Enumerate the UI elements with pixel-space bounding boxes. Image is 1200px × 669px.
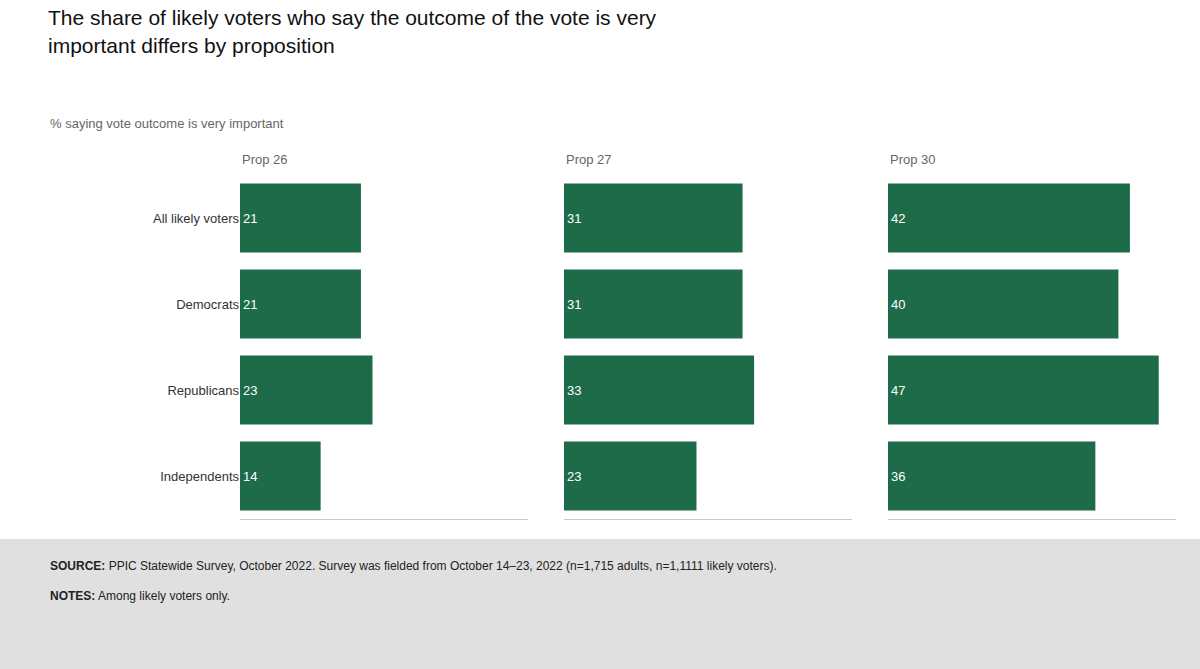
- svg-text:The share of likely voters who: The share of likely voters who say the o…: [48, 6, 657, 56]
- svg-text:Prop 27: Prop 27: [566, 152, 612, 167]
- svg-text:Democrats: Democrats: [176, 297, 239, 312]
- svg-text:21: 21: [243, 297, 257, 312]
- svg-text:36: 36: [891, 469, 905, 484]
- svg-text:SOURCE: PPIC Statewide Survey,: SOURCE: PPIC Statewide Survey, October 2…: [50, 559, 777, 573]
- svg-text:Republicans: Republicans: [167, 383, 239, 398]
- svg-text:31: 31: [567, 297, 581, 312]
- svg-text:47: 47: [891, 383, 905, 398]
- svg-text:% saying vote outcome is very: % saying vote outcome is very important: [50, 116, 284, 131]
- svg-text:40: 40: [891, 297, 905, 312]
- svg-text:Prop 30: Prop 30: [890, 152, 936, 167]
- svg-text:21: 21: [243, 211, 257, 226]
- svg-text:23: 23: [567, 469, 581, 484]
- svg-text:Prop 26: Prop 26: [242, 152, 288, 167]
- svg-text:Independents: Independents: [160, 469, 239, 484]
- svg-text:14: 14: [243, 469, 257, 484]
- svg-text:23: 23: [243, 383, 257, 398]
- svg-text:All likely voters: All likely voters: [153, 211, 239, 226]
- svg-text:31: 31: [567, 211, 581, 226]
- svg-text:42: 42: [891, 211, 905, 226]
- svg-text:33: 33: [567, 383, 581, 398]
- svg-text:NOTES: Among likely voters onl: NOTES: Among likely voters only.: [50, 589, 230, 603]
